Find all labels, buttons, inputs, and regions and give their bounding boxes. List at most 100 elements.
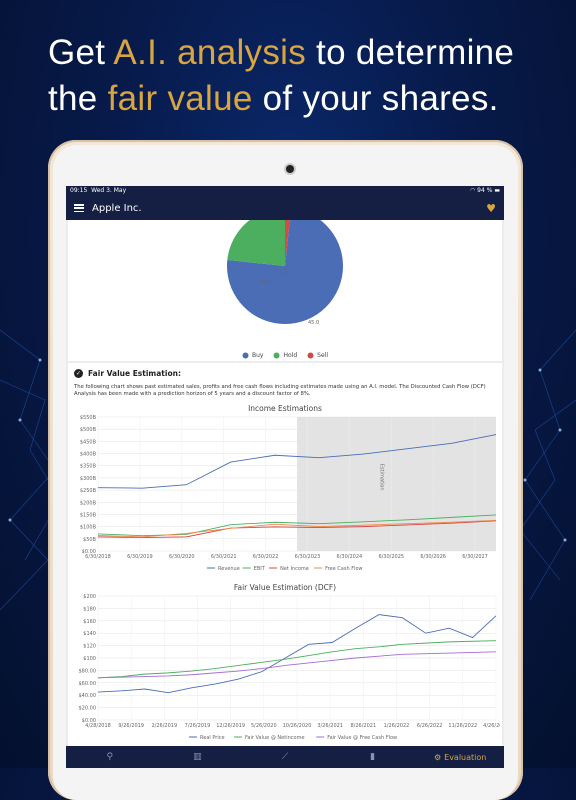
menu-icon[interactable]: [74, 204, 84, 212]
pie-label-hold: 14.0: [259, 279, 270, 285]
fair-value-description: The following chart shows past estimated…: [74, 384, 486, 397]
series-line-revenue: [97, 434, 497, 489]
fair-value-heading: Fair Value Estimation:: [88, 369, 181, 378]
y-tick-label: $80.00: [79, 668, 97, 674]
fair-value-card: ✓ Fair Value Estimation: The following ch…: [68, 363, 505, 756]
x-tick-label: 6/30/2025: [378, 554, 404, 560]
rating-pie-chart: 45.0 14.0 1.0: [227, 208, 343, 326]
x-tick-label: 11/26/2022: [448, 723, 477, 729]
x-tick-label: 4/28/2018: [85, 723, 111, 729]
legend-label[interactable]: Free Cash Flow: [325, 566, 363, 572]
pie-label-buy: 45.0: [308, 320, 319, 326]
x-tick-label: 6/30/2023: [295, 554, 321, 560]
nav-company[interactable]: ▥: [154, 752, 242, 762]
nav-chart[interactable]: ⟋: [241, 752, 329, 762]
y-tick-label: $60.00: [79, 681, 97, 687]
series-line-real-price: [97, 614, 497, 694]
app-screen: 09:15 Wed 3. May ◠ 94 % ▬ Apple Inc. ♥ 4…: [66, 186, 504, 768]
y-tick-label: $40.00: [79, 693, 97, 699]
y-tick-label: $150B: [80, 512, 97, 518]
legend-buy[interactable]: Buy: [242, 352, 263, 359]
x-tick-label: 6/30/2018: [85, 554, 111, 560]
y-tick-label: $120: [83, 644, 96, 650]
x-tick-label: 2/26/2019: [152, 723, 178, 729]
nav-financials[interactable]: ▮: [329, 752, 417, 762]
legend-label[interactable]: Fair Value @ Free Cash Flow: [327, 735, 397, 741]
x-tick-label: 1/26/2022: [384, 723, 410, 729]
dcf-chart-title: Fair Value Estimation (DCF): [233, 583, 337, 592]
x-tick-label: 6/26/2022: [417, 723, 443, 729]
bottom-navigation: ⚲ ▥ ⟋ ▮ ⚙ Evaluation: [66, 746, 504, 768]
trend-line-icon: ⟋: [281, 752, 289, 762]
legend-label[interactable]: Revenue: [218, 566, 240, 572]
legend-label[interactable]: Real Price: [200, 735, 225, 741]
bar-chart-icon: ▮: [370, 752, 376, 762]
pie-legend: Buy Hold Sell: [68, 352, 502, 359]
fair-value-dcf-chart: $0.00 $20.00 $40.00 $60.00 $80.00 $100 $120 $14…: [79, 594, 505, 741]
legend-label[interactable]: Net Income: [280, 566, 309, 572]
x-tick-label: 8/26/2021: [351, 723, 377, 729]
income-estimations-chart: Estimation $0.00 $50B $100B $150B $200B $250B $…: [80, 415, 497, 572]
series-line-net-income: [97, 520, 497, 539]
status-time: 09:15: [70, 187, 88, 194]
app-bar: Apple Inc. ♥: [66, 196, 504, 220]
y-tick-label: $0.00: [82, 549, 96, 555]
y-tick-label: $100: [83, 656, 96, 662]
y-tick-label: $450B: [80, 439, 97, 445]
x-tick-label: 6/30/2024: [337, 554, 363, 560]
x-tick-label: 9/26/2019: [118, 723, 144, 729]
income-chart-title: Income Estimations: [248, 404, 322, 413]
y-tick-label: $400B: [80, 452, 97, 458]
check-circle-icon: ✓: [74, 369, 83, 378]
headline-highlight-fair-value: fair value: [107, 79, 253, 118]
y-tick-label: $160: [83, 619, 96, 625]
x-tick-label: 12/26/2019: [216, 723, 245, 729]
nav-evaluation[interactable]: ⚙ Evaluation: [416, 753, 504, 762]
y-tick-label: $200: [83, 594, 96, 600]
y-tick-label: $250B: [80, 488, 97, 494]
x-tick-label: 6/30/2026: [420, 554, 446, 560]
estimation-label: Estimation: [379, 464, 385, 491]
y-tick-label: $100B: [80, 525, 97, 531]
y-tick-label: $140: [83, 631, 96, 637]
y-tick-label: $0.00: [82, 718, 96, 724]
y-tick-label: $350B: [80, 464, 97, 470]
y-tick-label: $200B: [80, 500, 97, 506]
analyst-rating-card: 45.0 14.0 1.0 Buy Hold Sell: [68, 208, 502, 361]
legend-label[interactable]: Fair Value @ Netincome: [245, 735, 305, 741]
legend-label[interactable]: EBIT: [254, 566, 266, 572]
headline-highlight-ai: A.I. analysis: [113, 33, 307, 72]
y-tick-label: $500B: [80, 427, 97, 433]
x-tick-label: 10/26/2020: [283, 723, 312, 729]
estimation-region: [297, 417, 496, 551]
battery-icon: ▬: [494, 187, 500, 194]
favorite-heart-icon[interactable]: ♥: [486, 201, 496, 215]
page-title: Apple Inc.: [92, 202, 142, 214]
x-tick-label: 5/26/2020: [251, 723, 277, 729]
search-icon: ⚲: [106, 752, 114, 762]
y-tick-label: $20.00: [79, 706, 97, 712]
pie-slice-sell[interactable]: [285, 208, 292, 266]
x-tick-label: 6/30/2022: [253, 554, 279, 560]
series-line-fair-value-netincome: [97, 640, 497, 679]
battery-level: 94 %: [477, 187, 493, 194]
building-icon: ▥: [193, 752, 202, 762]
pie-slice-hold[interactable]: [227, 208, 285, 266]
x-tick-label: 6/30/2021: [211, 554, 237, 560]
status-bar: 09:15 Wed 3. May ◠ 94 % ▬: [66, 186, 504, 196]
y-tick-label: $550B: [80, 415, 97, 421]
y-tick-label: $50B: [83, 537, 97, 543]
x-tick-label: 6/30/2020: [169, 554, 195, 560]
y-tick-label: $300B: [80, 476, 97, 482]
x-tick-label: 4/26/2023: [483, 723, 500, 729]
pie-label-sell: 1.0: [280, 270, 288, 276]
legend-hold[interactable]: Hold: [273, 352, 297, 359]
status-date: Wed 3. May: [91, 187, 127, 194]
legend-sell[interactable]: Sell: [307, 352, 328, 359]
nav-evaluation-label: Evaluation: [444, 752, 487, 762]
promo-headline: Get A.I. analysis to determine the fair …: [48, 33, 515, 118]
x-tick-label: 7/26/2019: [185, 723, 211, 729]
nav-search[interactable]: ⚲: [66, 752, 154, 762]
evaluation-icon: ⚙: [433, 752, 442, 762]
pie-slice-buy[interactable]: [227, 208, 343, 324]
